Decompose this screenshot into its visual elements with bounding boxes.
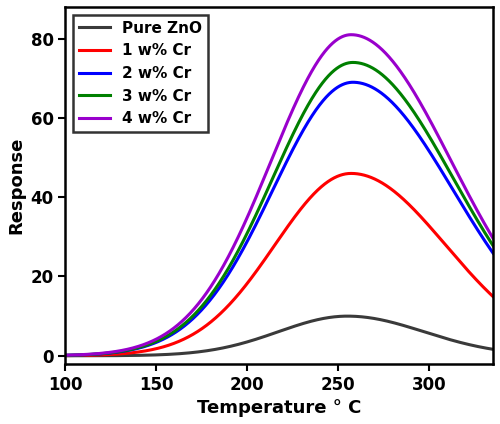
3 w% Cr [270,174,276,179]
Y-axis label: Response: Response [7,137,25,234]
1 w% Cr [259,261,265,266]
2 w% Cr [259,210,265,215]
3 w% Cr [84,352,90,357]
Line: 2 w% Cr: 2 w% Cr [66,82,493,355]
2 w% Cr [478,232,484,237]
Pure ZnO [478,345,484,350]
4 w% Cr [270,153,276,158]
Pure ZnO [270,331,276,336]
4 w% Cr [348,32,354,37]
2 w% Cr [350,80,356,85]
4 w% Cr [400,72,406,77]
Line: 3 w% Cr: 3 w% Cr [66,62,493,355]
3 w% Cr [62,353,68,358]
Line: Pure ZnO: Pure ZnO [66,316,493,356]
1 w% Cr [478,282,484,287]
Legend: Pure ZnO, 1 w% Cr, 2 w% Cr, 3 w% Cr, 4 w% Cr: Pure ZnO, 1 w% Cr, 2 w% Cr, 3 w% Cr, 4 w… [73,14,208,132]
3 w% Cr [478,223,484,229]
1 w% Cr [84,353,90,358]
X-axis label: Temperature ° C: Temperature ° C [197,399,362,417]
1 w% Cr [478,282,484,287]
4 w% Cr [478,215,484,220]
1 w% Cr [270,245,276,250]
Line: 1 w% Cr: 1 w% Cr [66,173,493,356]
Pure ZnO [344,314,350,319]
2 w% Cr [400,111,406,116]
Pure ZnO [84,353,90,358]
1 w% Cr [62,353,68,358]
1 w% Cr [400,196,406,201]
3 w% Cr [478,223,484,229]
3 w% Cr [490,243,496,248]
2 w% Cr [62,353,68,358]
2 w% Cr [270,186,276,191]
2 w% Cr [84,352,90,357]
4 w% Cr [478,214,484,219]
4 w% Cr [259,180,265,185]
4 w% Cr [62,353,68,358]
3 w% Cr [350,60,356,65]
Pure ZnO [259,335,265,340]
Line: 4 w% Cr: 4 w% Cr [66,35,493,355]
1 w% Cr [490,294,496,299]
Pure ZnO [490,347,496,352]
4 w% Cr [490,236,496,241]
Pure ZnO [400,323,406,328]
1 w% Cr [348,171,354,176]
3 w% Cr [259,199,265,204]
3 w% Cr [400,94,406,99]
Pure ZnO [478,345,484,350]
Pure ZnO [62,353,68,358]
2 w% Cr [490,251,496,256]
4 w% Cr [84,352,90,357]
2 w% Cr [478,232,484,237]
